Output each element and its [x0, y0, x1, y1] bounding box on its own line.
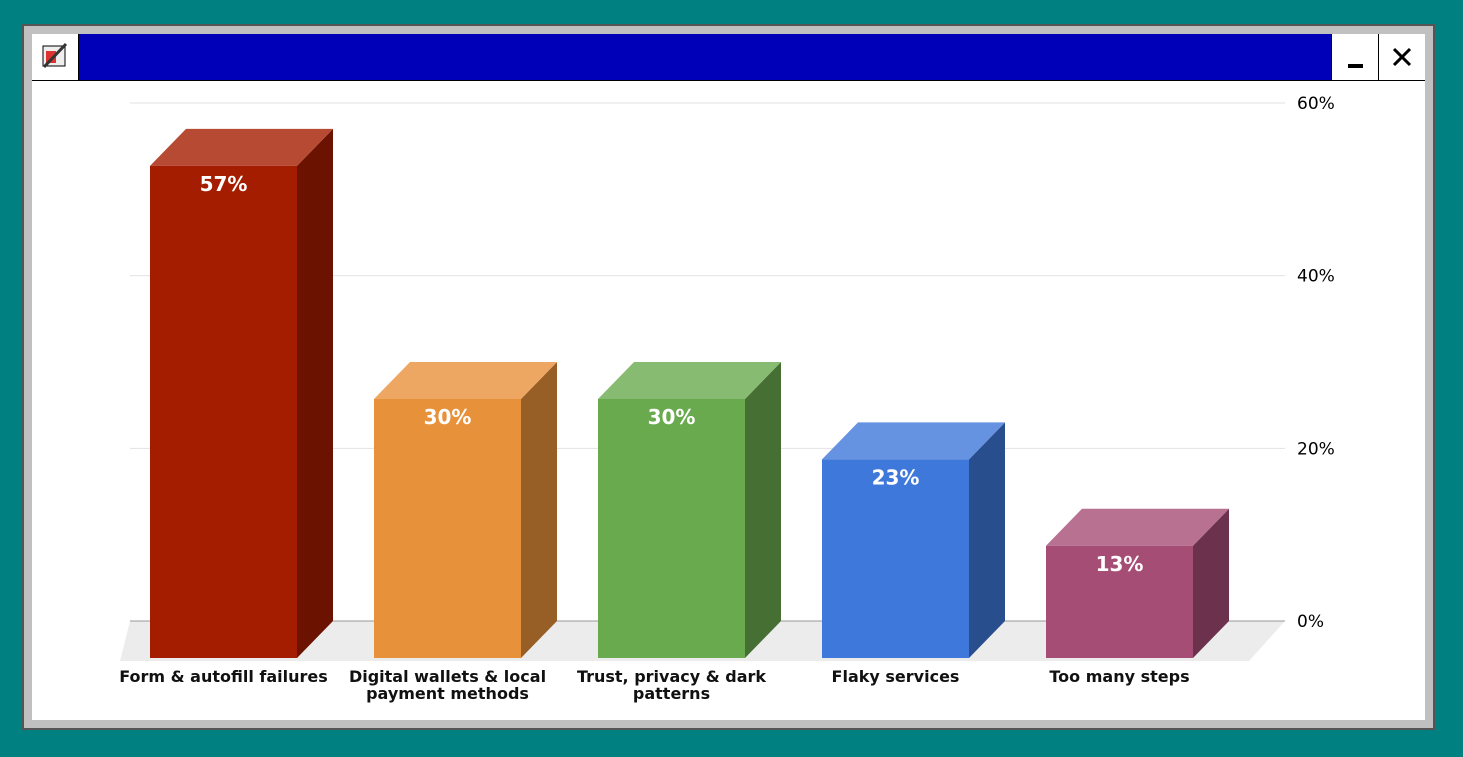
bar-side	[1193, 508, 1229, 658]
bar-side	[745, 362, 781, 658]
x-tick-label: Too many steps	[1049, 667, 1190, 686]
value-label: 30%	[648, 405, 696, 429]
y-tick-label: 0%	[1297, 612, 1324, 632]
y-tick-label: 40%	[1297, 267, 1335, 287]
value-label: 57%	[200, 172, 248, 196]
bar	[374, 362, 557, 658]
x-tick-label: Form & autofill failures	[119, 667, 328, 686]
x-tick-label: Flaky services	[831, 667, 960, 686]
bar-front	[1046, 545, 1193, 658]
bar-top	[598, 362, 781, 399]
x-tick-label: Digital wallets & local payment methods	[348, 667, 547, 703]
y-tick-label: 20%	[1297, 439, 1335, 459]
bar-side	[969, 422, 1005, 658]
value-label: 30%	[424, 405, 472, 429]
close-button[interactable]	[1378, 34, 1425, 80]
title-bar	[32, 34, 1425, 81]
y-tick-label: 60%	[1297, 94, 1335, 114]
bar	[822, 422, 1005, 658]
bar-front	[374, 399, 521, 658]
title-bar-fill	[79, 34, 1331, 80]
minimize-button[interactable]	[1331, 34, 1378, 80]
bar-top	[822, 422, 1005, 460]
bar	[150, 128, 333, 658]
value-label: 13%	[1096, 552, 1144, 576]
bar	[598, 362, 781, 658]
bar-top	[374, 362, 557, 399]
bar-top	[1046, 508, 1229, 546]
chart: 0% 20% 40% 60% 57% 30% 30% 23% 13%	[120, 94, 1335, 661]
bar-side	[521, 362, 557, 658]
x-tick-label: Trust, privacy & dark patterns	[576, 667, 767, 703]
bar-top	[150, 128, 333, 166]
bar-front	[598, 399, 745, 658]
chart-area: 0% 20% 40% 60% 57% 30% 30% 23% 13% Form & autofi…	[32, 81, 1425, 720]
value-label: 23%	[872, 465, 920, 489]
bar-side	[297, 128, 333, 658]
bar-front	[150, 165, 297, 658]
window: 0% 20% 40% 60% 57% 30% 30% 23% 13% Form & autofi…	[22, 24, 1435, 730]
bar-front	[822, 459, 969, 658]
bar	[1046, 508, 1229, 658]
app-icon[interactable]	[32, 34, 79, 80]
